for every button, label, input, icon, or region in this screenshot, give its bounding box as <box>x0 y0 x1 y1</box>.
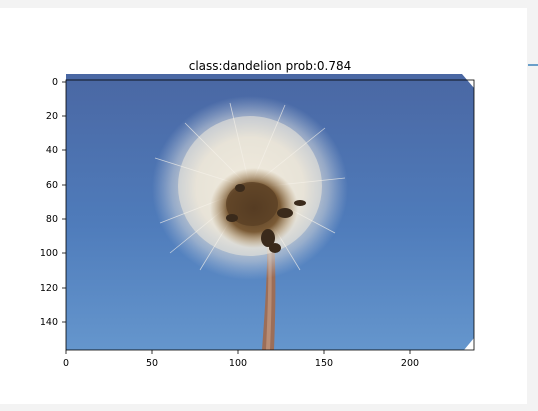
y-tick-label: 100 <box>40 248 58 259</box>
seed-cluster <box>226 184 306 253</box>
x-tick-label: 50 <box>146 358 158 369</box>
image-corner-top <box>462 74 474 88</box>
axes-frame <box>65 79 475 351</box>
x-tick-label: 150 <box>315 358 333 369</box>
dandelion-image <box>66 74 474 350</box>
x-tick-label: 200 <box>401 358 419 369</box>
y-tick-label: 20 <box>46 111 58 122</box>
seed-core-dark <box>226 182 278 226</box>
side-accent-bar <box>528 64 538 66</box>
y-tick-label: 60 <box>46 180 58 191</box>
matplotlib-figure: class:dandelion prob:0.784 <box>40 59 475 369</box>
y-tick-label: 0 <box>52 77 58 88</box>
x-tick-label: 100 <box>229 358 247 369</box>
y-tick-label: 120 <box>40 283 58 294</box>
y-tick-label: 80 <box>46 214 58 225</box>
image-corner-bottom <box>464 338 474 350</box>
y-axis: 0 20 40 60 80 100 120 140 <box>40 77 66 328</box>
cell-output-panel: class:dandelion prob:0.784 <box>0 8 527 404</box>
x-axis: 0 50 100 150 200 <box>63 350 419 369</box>
y-tick-label: 140 <box>40 317 58 328</box>
x-tick-label: 0 <box>63 358 69 369</box>
y-tick-label: 40 <box>46 145 58 156</box>
plot-title: class:dandelion prob:0.784 <box>189 59 351 73</box>
